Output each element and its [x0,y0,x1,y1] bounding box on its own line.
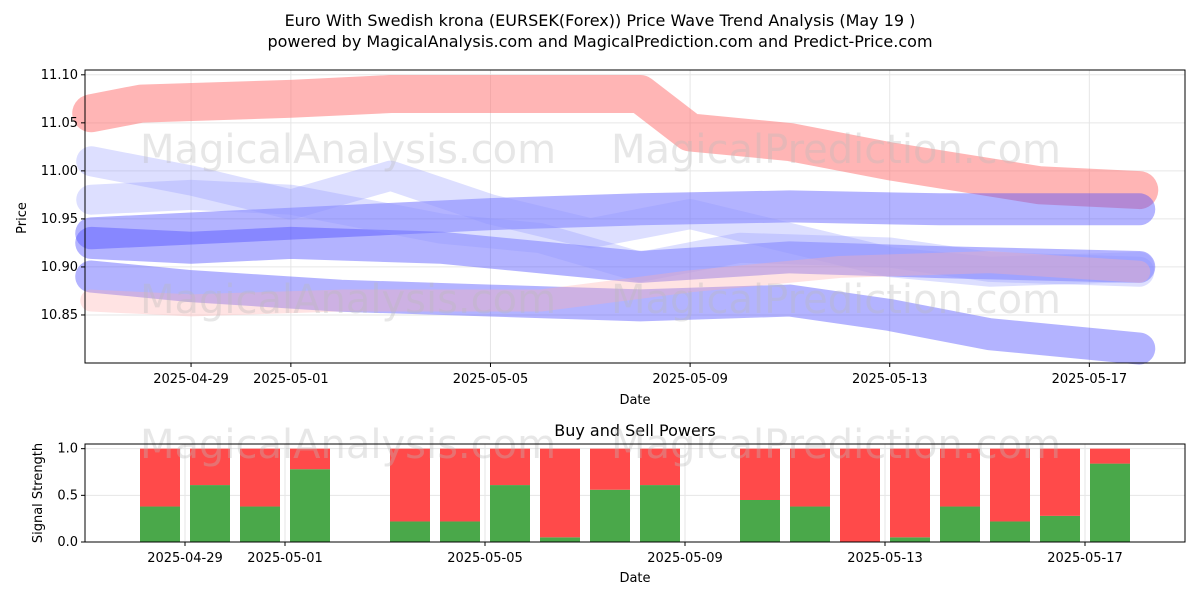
buy-bar [1090,463,1130,542]
price-y-tick-label: 11.00 [41,164,78,179]
price-series [72,75,1159,365]
buy-sell-y-tick-label: 0.0 [57,535,78,550]
watermark-bottom-left: MagicalAnalysis.com [140,422,556,468]
buy-bar [990,521,1030,542]
buy-bar [940,506,980,542]
buy-bar [590,489,630,542]
buy-sell-x-axis-label: Date [619,571,650,586]
sell-bar [790,448,830,507]
buy-bar [490,485,530,542]
buy-bar [240,506,280,542]
price-chart: MagicalAnalysis.com MagicalPrediction.co… [15,68,1186,408]
price-wave-band-pink [80,251,1151,317]
buy-bar [140,506,180,542]
price-y-tick-label: 10.85 [41,308,78,323]
buy-sell-y-axis-label: Signal Strength [31,443,46,543]
buy-sell-x-tick-label: 2025-04-29 [147,551,223,566]
price-plot-frame [84,69,1186,364]
price-grid [85,70,1185,363]
buy-sell-x-tick-label: 2025-05-05 [447,551,523,566]
buy-bar [440,521,480,542]
price-y-tick-label: 10.90 [41,260,78,275]
sell-bar [440,448,480,522]
buy-bar [390,521,430,542]
price-axes: 10.85 10.90 10.95 11.00 11.05 11.10 2025-04-29… [41,68,1127,387]
buy-sell-x-tick-label: 2025-05-17 [1047,551,1123,566]
price-y-tick-label: 11.10 [41,68,78,83]
price-x-tick-label: 2025-05-17 [1052,372,1128,387]
price-wave-band-light-blue [76,146,1155,287]
buy-sell-x-tick-label: 2025-05-01 [247,551,323,566]
price-wave-band-blue [75,190,1156,250]
buy-bar [740,500,780,542]
sell-bar [540,448,580,538]
price-x-tick-label: 2025-05-13 [852,372,928,387]
price-x-tick-label: 2025-05-01 [253,372,329,387]
price-wave-band-red [72,75,1159,210]
price-x-tick-label: 2025-05-09 [652,372,728,387]
price-x-tick-label: 2025-05-05 [453,372,529,387]
sell-bar [190,448,230,486]
sell-bar [490,448,530,486]
price-wave-band-blue [75,260,1156,365]
sell-bar [390,448,430,522]
sell-bar [240,448,280,507]
watermark-mid-left: MagicalAnalysis.com [140,277,556,323]
buy-bar [540,537,580,542]
watermark-mid-right: MagicalPrediction.com [611,277,1061,323]
sell-bar [290,448,330,470]
chart-title: Euro With Swedish krona (EURSEK(Forex)) … [285,11,916,30]
buy-sell-y-tick-label: 0.5 [57,488,78,503]
buy-sell-x-tick-label: 2025-05-13 [847,551,923,566]
price-y-tick-label: 10.95 [41,212,78,227]
sell-bar [990,448,1030,522]
buy-sell-x-tick-label: 2025-05-09 [647,551,723,566]
watermark-top-left: MagicalAnalysis.com [140,127,556,173]
buy-bar [1040,515,1080,542]
buy-bar [290,469,330,542]
sell-bar [840,448,880,542]
sell-bar [640,448,680,486]
price-y-tick-label: 11.05 [41,116,78,131]
buy-bar [890,537,930,542]
price-y-axis-label: Price [15,202,30,234]
price-x-tick-label: 2025-04-29 [153,372,229,387]
sell-bar [1040,448,1080,516]
chart-subtitle: powered by MagicalAnalysis.com and Magic… [267,32,932,51]
sell-bar [140,448,180,507]
sell-bar [940,448,980,507]
sell-bar [1090,448,1130,464]
price-wave-band-light-blue [76,179,1155,287]
sell-bar [890,448,930,538]
buy-sell-y-tick-label: 1.0 [57,442,78,457]
buy-bar [790,506,830,542]
price-x-axis-label: Date [619,393,650,408]
buy-bar [190,485,230,542]
buy-sell-bars [140,448,1130,542]
buy-sell-chart: Buy and Sell Powers MagicalAnalysis.com … [31,421,1186,586]
sell-bar [590,448,630,490]
watermark-top-right: MagicalPrediction.com [611,127,1061,173]
buy-sell-title: Buy and Sell Powers [554,421,716,440]
buy-sell-plot-frame [84,443,1186,543]
buy-bar [640,485,680,542]
watermark-bottom-right: MagicalPrediction.com [611,422,1061,468]
sell-bar [740,448,780,500]
buy-sell-axes: 0.0 0.5 1.0 2025-04-29 2025-05-01 2025-05-05 2… [57,442,1122,566]
price-wave-band-blue [75,226,1156,283]
